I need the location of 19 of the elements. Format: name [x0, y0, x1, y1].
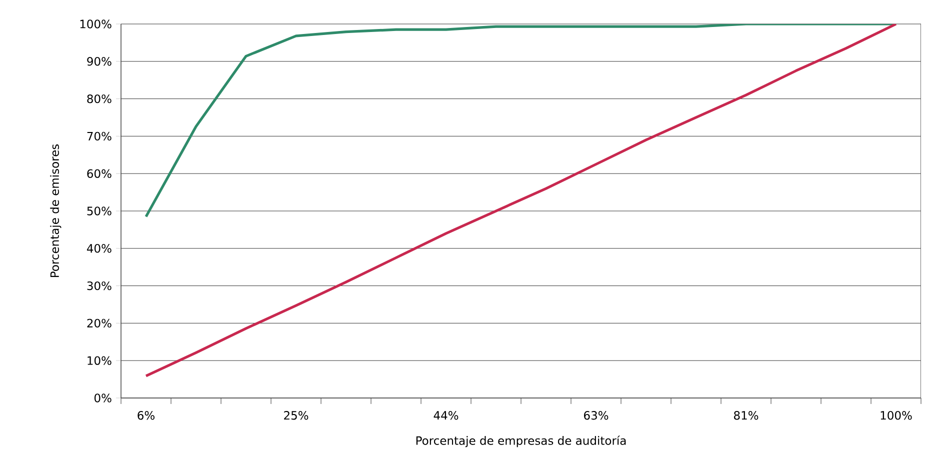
y-tick-label: 40% [86, 244, 112, 253]
x-tick-label: 6% [138, 411, 154, 420]
x-tick-label: 44% [434, 411, 458, 420]
y-tick-label: 80% [87, 94, 112, 104]
y-tick-label: 90% [87, 57, 112, 66]
x-axis-title: Porcentaje de empresas de auditoría [416, 436, 626, 448]
y-tick-label: 50% [87, 206, 112, 216]
y-tick-label: 100% [80, 20, 112, 28]
y-tick-label: 60% [87, 169, 112, 178]
x-tick-label: 81% [734, 411, 758, 420]
y-tick-label: 10% [88, 356, 112, 365]
y-tick-label: 70% [87, 132, 112, 141]
y-tick-label: 20% [87, 318, 112, 328]
x-tick-label: 25% [284, 411, 308, 420]
x-tick-label: 63% [584, 411, 608, 420]
y-axis-title: Porcentaje de emisores [50, 144, 62, 277]
x-tick-label: 100% [880, 411, 912, 420]
y-tick-label: 30% [87, 281, 112, 290]
y-tick-label: 0% [94, 394, 112, 402]
